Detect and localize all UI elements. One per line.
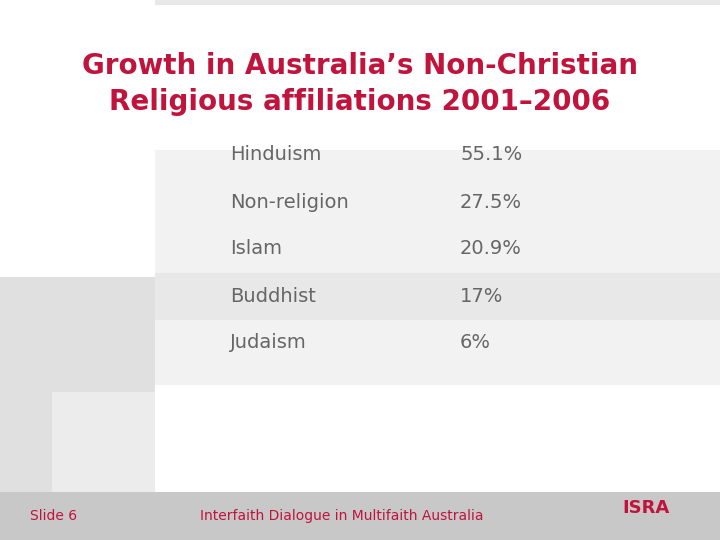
FancyBboxPatch shape xyxy=(155,5,720,150)
Text: Slide 6: Slide 6 xyxy=(30,509,77,523)
Text: 6%: 6% xyxy=(460,334,491,353)
Text: Hinduism: Hinduism xyxy=(230,145,321,165)
Text: Judaism: Judaism xyxy=(230,334,307,353)
FancyBboxPatch shape xyxy=(0,492,720,540)
FancyBboxPatch shape xyxy=(52,392,155,492)
FancyBboxPatch shape xyxy=(155,45,720,385)
Text: Non-religion: Non-religion xyxy=(230,192,348,212)
Text: Buddhist: Buddhist xyxy=(230,287,316,306)
FancyBboxPatch shape xyxy=(0,277,155,492)
Text: 20.9%: 20.9% xyxy=(460,240,522,259)
Text: 55.1%: 55.1% xyxy=(460,145,522,165)
Text: Growth in Australia’s Non‑Christian
Religious affiliations 2001–2006: Growth in Australia’s Non‑Christian Reli… xyxy=(82,52,638,116)
Text: 27.5%: 27.5% xyxy=(460,192,522,212)
Text: 17%: 17% xyxy=(460,287,503,306)
FancyBboxPatch shape xyxy=(155,0,720,245)
Text: Islam: Islam xyxy=(230,240,282,259)
FancyBboxPatch shape xyxy=(155,273,720,320)
Text: ISRA: ISRA xyxy=(623,499,670,517)
Text: Interfaith Dialogue in Multifaith Australia: Interfaith Dialogue in Multifaith Austra… xyxy=(200,509,484,523)
